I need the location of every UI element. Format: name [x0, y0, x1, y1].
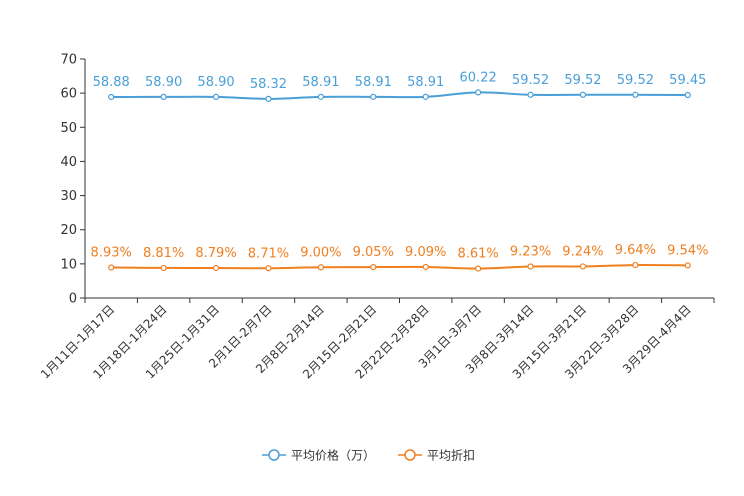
- data-point[interactable]: [684, 91, 691, 99]
- series-layer: 58.88 58.90 58.90 58.32 58.91 58.91 58.91 60.22…: [91, 70, 708, 272]
- data-point[interactable]: [160, 264, 167, 272]
- data-label: 59.45: [669, 73, 706, 88]
- legend[interactable]: 平均价格（万） 平均折扣: [262, 448, 475, 463]
- legend-item-0[interactable]: 平均价格（万）: [262, 448, 375, 463]
- data-label: 9.23%: [510, 244, 551, 259]
- data-label: 59.52: [512, 73, 549, 88]
- data-label: 9.09%: [405, 245, 446, 260]
- data-point[interactable]: [422, 263, 429, 271]
- y-tick-label: 50: [60, 121, 77, 136]
- data-label: 58.88: [93, 75, 130, 90]
- data-label: 8.61%: [457, 247, 498, 262]
- data-point[interactable]: [632, 261, 639, 269]
- data-label: 8.71%: [248, 246, 289, 261]
- legend-label: 平均价格（万）: [291, 448, 375, 463]
- legend-label: 平均折扣: [427, 448, 475, 463]
- data-point[interactable]: [265, 95, 272, 102]
- data-point[interactable]: [108, 264, 115, 271]
- legend-marker-icon: [404, 449, 416, 461]
- data-label: 58.91: [355, 75, 392, 90]
- axes: 0102030405060701月11日-1月17日1月18日-1月24日1月2…: [38, 53, 715, 382]
- y-tick-label: 20: [60, 223, 77, 238]
- data-label: 59.52: [564, 73, 601, 88]
- data-point[interactable]: [527, 263, 534, 270]
- data-point[interactable]: [422, 93, 429, 100]
- y-tick-label: 0: [69, 292, 77, 307]
- series-0: 58.88 58.90 58.90 58.32 58.91 58.91 58.91 60.22…: [93, 70, 706, 102]
- data-label: 9.05%: [353, 245, 394, 260]
- data-point[interactable]: [370, 93, 377, 100]
- data-label: 8.81%: [143, 246, 184, 261]
- data-label: 9.00%: [300, 245, 341, 260]
- legend-marker-icon: [268, 449, 280, 461]
- data-point[interactable]: [160, 93, 167, 100]
- data-label: 58.91: [407, 75, 444, 90]
- data-point[interactable]: [108, 93, 115, 101]
- data-point[interactable]: [475, 265, 482, 272]
- y-tick-label: 70: [60, 53, 77, 68]
- data-label: 59.52: [617, 73, 654, 88]
- data-label: 9.64%: [615, 243, 656, 258]
- data-label: 58.91: [302, 75, 339, 90]
- series-line: [111, 264, 688, 270]
- data-point[interactable]: [684, 262, 691, 269]
- data-point[interactable]: [475, 89, 482, 96]
- y-tick-label: 30: [60, 189, 77, 204]
- data-point[interactable]: [579, 263, 587, 270]
- y-tick-label: 10: [60, 257, 77, 272]
- data-point[interactable]: [632, 91, 639, 98]
- data-label: 58.32: [250, 77, 287, 92]
- data-label: 8.93%: [91, 246, 132, 261]
- legend-item-1[interactable]: 平均折扣: [398, 448, 475, 463]
- data-label: 9.24%: [562, 244, 603, 259]
- data-point[interactable]: [317, 93, 324, 100]
- data-point[interactable]: [370, 264, 377, 271]
- data-label: 9.54%: [667, 243, 708, 258]
- data-point[interactable]: [212, 93, 220, 100]
- data-point[interactable]: [317, 264, 324, 271]
- data-label: 8.79%: [195, 246, 236, 261]
- data-label: 60.22: [460, 70, 497, 85]
- data-point[interactable]: [265, 265, 272, 272]
- y-tick-label: 40: [60, 155, 77, 170]
- series-line: [111, 91, 688, 100]
- data-label: 58.90: [145, 75, 182, 90]
- data-point[interactable]: [527, 91, 534, 98]
- data-label: 58.90: [197, 75, 234, 90]
- series-1: 8.93% 8.81% 8.79% 8.71% 9.00% 9.05% 9.09% 8.61%…: [91, 243, 708, 272]
- y-tick-label: 60: [60, 87, 77, 102]
- data-point[interactable]: [212, 264, 220, 272]
- data-point[interactable]: [579, 91, 587, 98]
